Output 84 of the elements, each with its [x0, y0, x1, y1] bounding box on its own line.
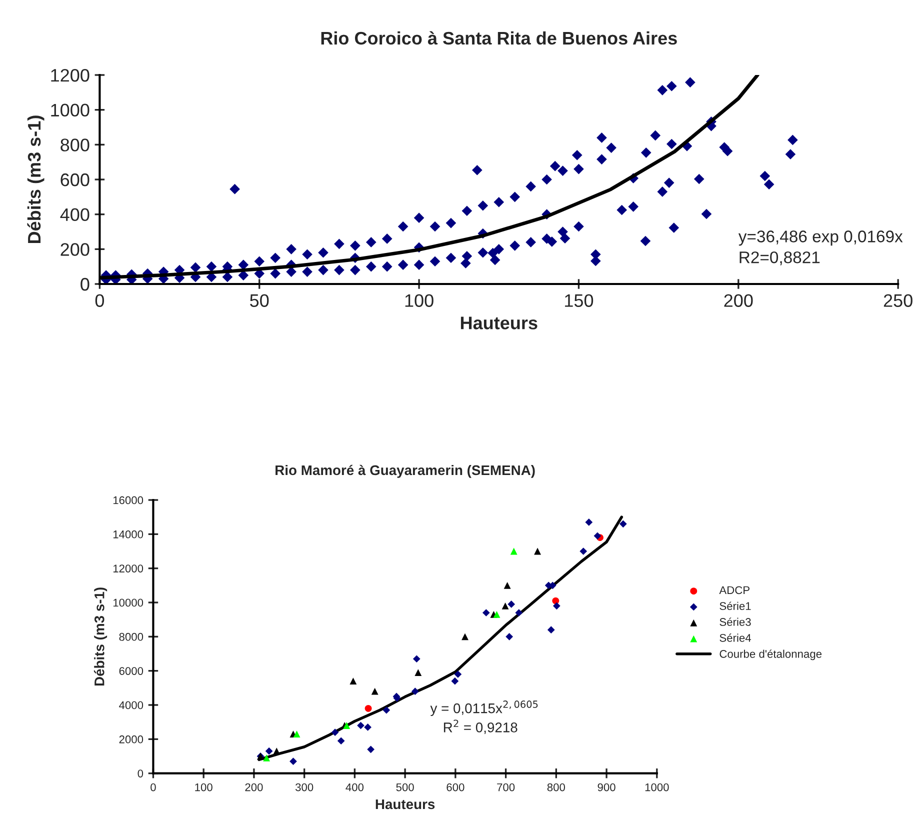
point: [293, 730, 300, 738]
point: [290, 758, 297, 766]
point: [331, 728, 339, 736]
x-tick-label: 600: [446, 783, 464, 792]
y-tick-label: 2000: [119, 735, 144, 744]
point: [504, 582, 511, 589]
x-tick-label: 1000: [645, 783, 669, 792]
y-tick-label: 200: [60, 243, 90, 256]
x-tick-label: 700: [497, 783, 515, 792]
x-tick-label: 800: [547, 783, 565, 792]
legend-label: Courbe d'étalonnage: [720, 650, 822, 660]
y-tick-label: 14000: [113, 530, 144, 538]
annotation: y=36,486 exp 0,0169x: [738, 230, 903, 246]
point: [350, 678, 357, 685]
point: [382, 706, 390, 714]
y-tick-label: 0: [138, 770, 144, 778]
point: [337, 737, 345, 745]
point: [357, 722, 364, 730]
point: [263, 754, 270, 762]
point: [414, 669, 422, 676]
point: [493, 610, 500, 618]
y-tick-label: 12000: [113, 564, 144, 572]
point: [364, 704, 372, 712]
point: [594, 532, 602, 540]
point: [367, 746, 374, 754]
point: [411, 688, 419, 696]
point: [273, 748, 280, 755]
y-tick-label: 600: [60, 173, 90, 186]
point: [462, 633, 468, 640]
point: [510, 548, 518, 555]
y-tick-label: 1200: [51, 68, 90, 82]
point: [502, 602, 509, 610]
x-tick-label: 0: [150, 783, 156, 792]
y-tick-label: 16000: [113, 496, 144, 504]
point: [534, 548, 541, 555]
point: [508, 600, 516, 608]
y-tick-label: 8000: [119, 632, 144, 641]
x-axis-title: Hauteurs: [376, 799, 435, 810]
legend-label: Série4: [720, 634, 751, 642]
y-tick-label: 0: [80, 278, 90, 291]
line-series: [258, 516, 624, 762]
point: [506, 632, 514, 640]
point: [515, 609, 523, 616]
point: [451, 677, 459, 685]
y-axis-title: Débits (m3 s-1): [27, 116, 44, 244]
point: [547, 626, 555, 634]
y-tick-label: 10000: [113, 598, 144, 607]
y-tick-label: 400: [60, 208, 90, 222]
annotation: R2=0,8821: [740, 251, 820, 266]
legend-label: Série1: [720, 602, 751, 610]
x-tick-label: 0: [95, 294, 104, 307]
point: [371, 688, 378, 695]
x-tick-label: 200: [245, 783, 263, 792]
chart-title: Rio Mamoré à Guayaramerin (SEMENA): [276, 464, 535, 478]
chart-title: Rio Coroico à Santa Rita de Buenos Aires: [321, 31, 677, 45]
x-tick-label: 500: [396, 783, 414, 792]
point: [585, 518, 593, 526]
point: [454, 670, 462, 678]
point: [412, 655, 420, 663]
x-tick-label: 300: [295, 783, 314, 792]
y-axis-title: Débits (m3 s-1): [94, 588, 108, 686]
x-tick-label: 400: [346, 783, 364, 792]
y-tick-label: 800: [60, 138, 90, 152]
x-tick-label: 100: [195, 783, 212, 792]
annotation: R$^{2}$ = 0,9218: [444, 720, 518, 734]
point: [552, 602, 560, 610]
legend-label: Série3: [720, 618, 751, 626]
x-axis-title: Hauteurs: [460, 316, 538, 330]
point: [580, 548, 588, 555]
x-tick-label: 900: [598, 783, 616, 792]
point: [265, 747, 273, 755]
x-tick-label: 50: [250, 294, 269, 307]
y-tick-label: 1000: [51, 104, 90, 117]
y-tick-label: 6000: [119, 667, 144, 675]
x-tick-label: 150: [565, 294, 594, 307]
x-tick-label: 200: [724, 294, 753, 307]
point: [619, 520, 627, 528]
point: [364, 724, 372, 731]
x-tick-label: 250: [884, 294, 912, 307]
annotation: y = 0,0115x$^{2,0605}$: [430, 700, 538, 716]
legend-label: ADCP: [719, 586, 750, 594]
x-tick-label: 100: [405, 294, 434, 307]
y-tick-label: 4000: [119, 701, 144, 710]
point: [482, 609, 490, 616]
